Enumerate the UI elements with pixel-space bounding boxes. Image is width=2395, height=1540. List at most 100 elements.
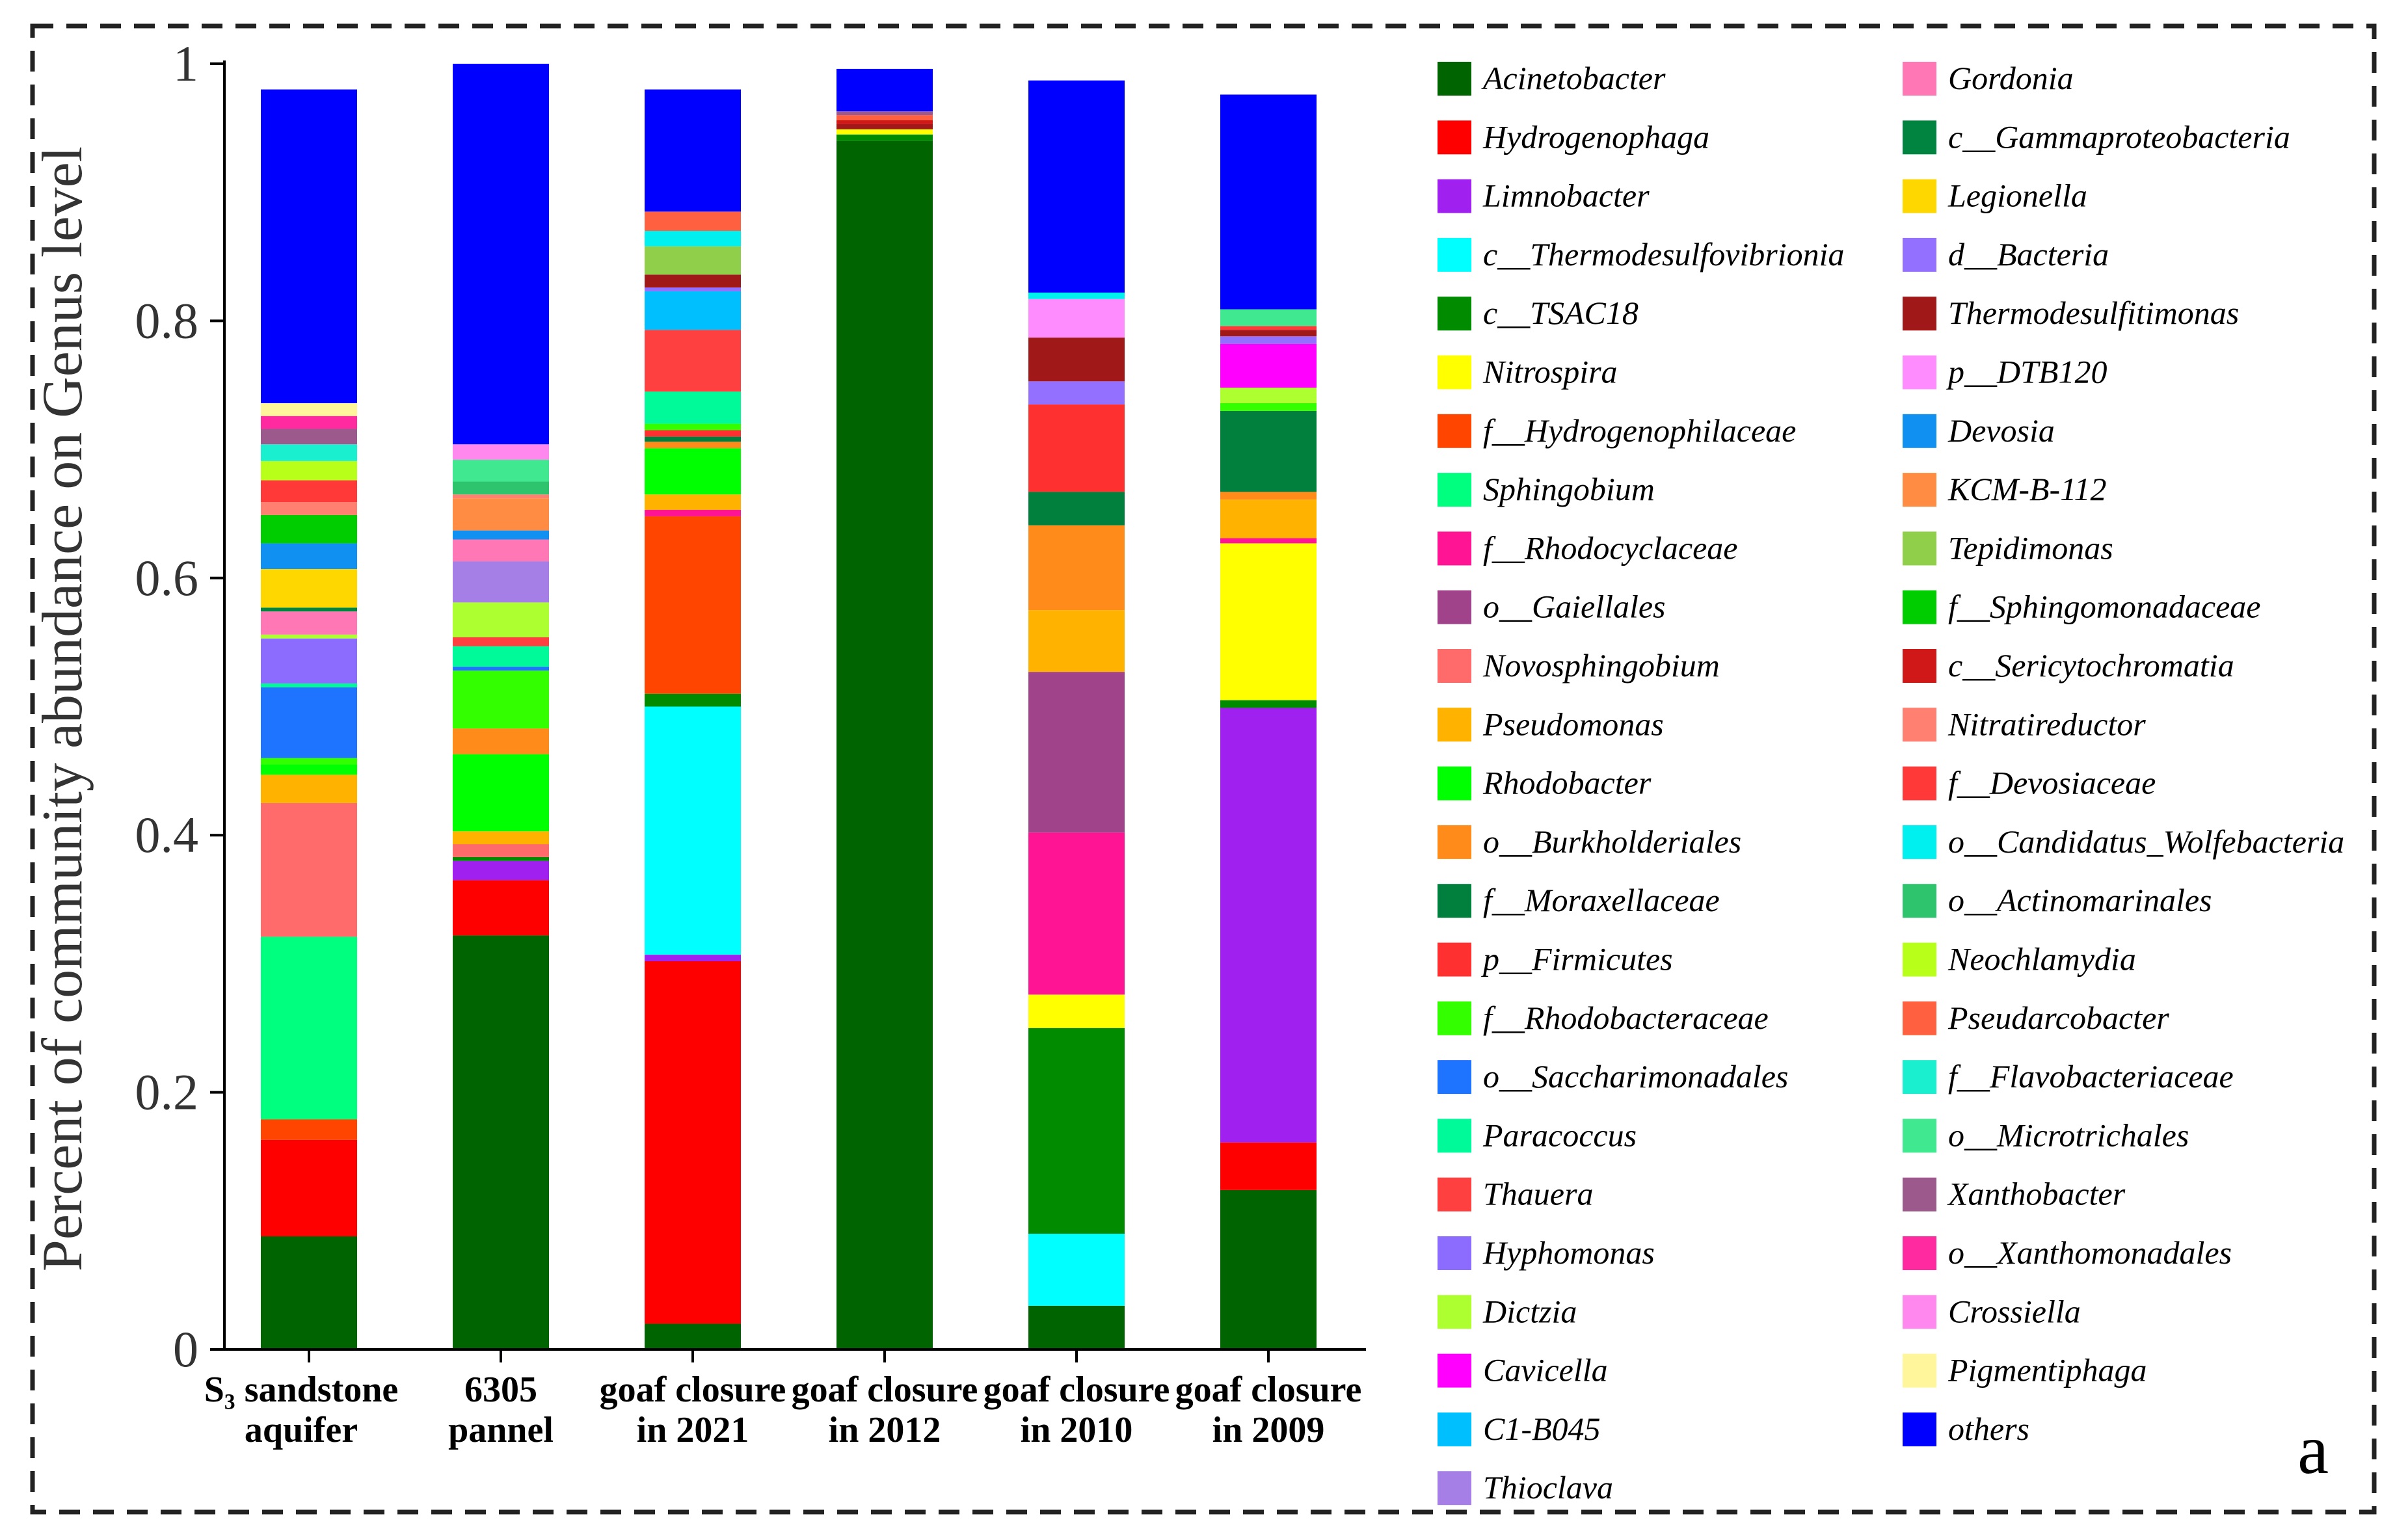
- legend-entry: f__Hydrogenophilaceae: [1483, 412, 1796, 449]
- legend-swatch: [1438, 1236, 1471, 1270]
- bar-segment: [1028, 381, 1125, 405]
- legend-swatch: [1438, 120, 1471, 155]
- legend-entry: others: [1948, 1411, 2029, 1447]
- legend-swatch: [1903, 473, 1936, 507]
- bar-segment: [453, 860, 549, 881]
- legend: Acinetobacter Hydrogenophaga Limnobacter c_…: [1438, 60, 2344, 1506]
- y-tick-label: 0.8: [135, 292, 199, 349]
- bar-segment: [1220, 388, 1317, 403]
- bar-segment: [1220, 403, 1317, 411]
- bar-segment: [453, 856, 549, 861]
- legend-swatch: [1438, 884, 1471, 918]
- legend-swatch: [1903, 355, 1936, 390]
- legend-entry: f__Moraxellaceae: [1483, 882, 1720, 918]
- legend-swatch: [1903, 179, 1936, 213]
- legend-swatch: [1438, 414, 1471, 448]
- bar-segment: [1220, 336, 1317, 344]
- legend-entry: o__Burkholderiales: [1483, 823, 1741, 860]
- legend-entry: KCM-B-112: [1947, 471, 2106, 507]
- legend-entry: p__DTB120: [1946, 354, 2107, 390]
- bar-segment: [836, 129, 933, 135]
- bar-segment: [645, 392, 741, 424]
- panel-label: a: [2297, 1411, 2329, 1489]
- bar-segment: [836, 134, 933, 141]
- legend-entry: Xanthobacter: [1947, 1176, 2126, 1212]
- legend-swatch: [1903, 120, 1936, 155]
- legend-swatch: [1903, 531, 1936, 566]
- legend-entry: Thauera: [1483, 1176, 1593, 1212]
- x-tick-label: 6305 pannel: [448, 1370, 554, 1450]
- bar-segment: [261, 803, 357, 937]
- legend-entry: C1-B045: [1483, 1411, 1601, 1447]
- bar-segment: [261, 568, 357, 608]
- legend-swatch: [1903, 1412, 1936, 1446]
- legend-entry: o__Candidatus_Wolfebacteria: [1948, 823, 2344, 860]
- bar-segment: [261, 514, 357, 544]
- bar-segment: [645, 494, 741, 511]
- y-tick-label: 0: [173, 1321, 198, 1377]
- bar-segment: [261, 607, 357, 612]
- bar-segment: [261, 416, 357, 429]
- legend-entry: Crossiella: [1948, 1293, 2081, 1329]
- y-tick-label: 0.2: [135, 1064, 199, 1121]
- bar-segment: [1028, 299, 1125, 338]
- bar-segment: [453, 646, 549, 667]
- legend-swatch: [1438, 1412, 1471, 1446]
- legend-entry: Rhodobacter: [1482, 765, 1652, 801]
- legend-swatch: [1438, 590, 1471, 624]
- legend-entry: c__TSAC18: [1483, 295, 1639, 331]
- legend-swatch: [1438, 1177, 1471, 1212]
- bar-segment: [261, 611, 357, 635]
- bar-segment: [836, 115, 933, 120]
- bar-segment: [836, 68, 933, 112]
- legend-entry: c__Sericytochromatia: [1948, 647, 2234, 684]
- bar-segment: [453, 754, 549, 832]
- bar-segment: [453, 637, 549, 646]
- legend-entry: Sphingobium: [1483, 471, 1655, 507]
- bar-segment: [645, 436, 741, 442]
- bar-segment: [261, 429, 357, 445]
- bar-segment: [453, 831, 549, 845]
- legend-swatch: [1438, 1353, 1471, 1388]
- legend-swatch: [1438, 942, 1471, 977]
- bar-segment: [453, 530, 549, 540]
- bar-segment: [645, 287, 741, 291]
- x-tick-label: goaf closure in 2009: [1175, 1370, 1362, 1450]
- bar-segment: [261, 1139, 357, 1237]
- legend-swatch: [1903, 884, 1936, 918]
- legend-swatch: [1438, 297, 1471, 331]
- legend-entry: Tepidimonas: [1948, 529, 2113, 566]
- legend-swatch: [1438, 531, 1471, 566]
- bar-segment: [453, 602, 549, 637]
- legend-entry: o__Microtrichales: [1948, 1117, 2189, 1153]
- bar-segment: [261, 502, 357, 515]
- bar-segment: [453, 935, 549, 1349]
- legend-swatch: [1438, 1060, 1471, 1095]
- legend-entry: Thermodesulfitimonas: [1948, 295, 2239, 331]
- bar-segment: [645, 442, 741, 449]
- bar-segment: [261, 638, 357, 684]
- legend-entry: Hydrogenophaga: [1482, 118, 1709, 155]
- legend-swatch: [1903, 237, 1936, 272]
- legend-entry: Pseudomonas: [1482, 706, 1664, 742]
- legend-swatch: [1438, 237, 1471, 272]
- bar-segment: [261, 89, 357, 403]
- y-tick-label: 0.4: [135, 806, 199, 863]
- bar-segment: [261, 683, 357, 687]
- legend-entry: Novosphingobium: [1482, 647, 1720, 684]
- bar-segment: [1220, 499, 1317, 538]
- legend-swatch: [1903, 825, 1936, 859]
- legend-swatch: [1438, 355, 1471, 390]
- bar-segment: [836, 120, 933, 124]
- bar-segment: [1220, 1142, 1317, 1190]
- bar-segment: [645, 706, 741, 955]
- bar-segment: [1028, 404, 1125, 492]
- plot-area: 0 0.2 0.4 0.6 0.8 1 S₃ sandstone aquifer 6305 pan…: [135, 35, 1366, 1450]
- y-tick-label: 1: [173, 35, 198, 92]
- bar-segment: [645, 211, 741, 232]
- legend-entry: o__Xanthomonadales: [1948, 1234, 2232, 1271]
- legend-entry: Thioclava: [1483, 1469, 1613, 1506]
- legend-entry: Pigmentiphaga: [1947, 1352, 2147, 1388]
- bar-segment: [645, 516, 741, 694]
- legend-entry: Dictzia: [1482, 1293, 1577, 1329]
